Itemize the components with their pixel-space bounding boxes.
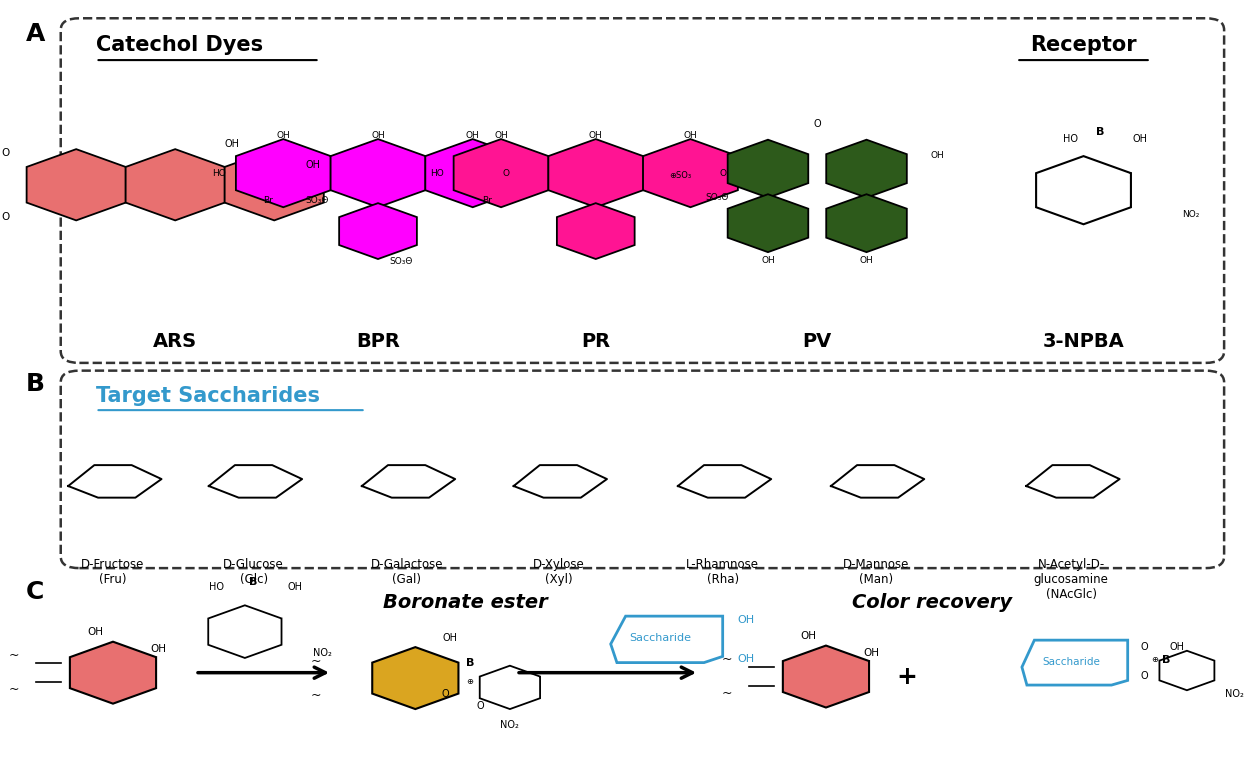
Text: OH: OH (1170, 642, 1185, 652)
Text: OH: OH (225, 139, 240, 149)
Text: B: B (465, 658, 474, 668)
Text: Saccharide: Saccharide (629, 633, 692, 643)
Polygon shape (26, 149, 126, 221)
Text: NO₂: NO₂ (1225, 690, 1244, 699)
Text: O: O (720, 168, 727, 178)
Text: ~: ~ (311, 689, 321, 702)
Text: HO: HO (1063, 134, 1078, 144)
Text: BPR: BPR (356, 332, 400, 351)
Text: Br: Br (483, 196, 492, 205)
Polygon shape (126, 149, 225, 221)
Text: B: B (1161, 655, 1170, 665)
Polygon shape (548, 139, 643, 207)
Polygon shape (782, 646, 869, 707)
Text: OH: OH (1132, 134, 1147, 144)
Text: OH: OH (800, 631, 816, 641)
Polygon shape (827, 140, 907, 197)
Text: Receptor: Receptor (1030, 35, 1137, 55)
Text: Br: Br (264, 196, 273, 205)
Polygon shape (727, 140, 809, 197)
Polygon shape (237, 139, 331, 207)
Text: OH: OH (737, 615, 755, 625)
Text: OH: OH (859, 256, 873, 265)
Text: ⊕SO₃: ⊕SO₃ (669, 171, 692, 180)
Text: O: O (1141, 671, 1149, 681)
Text: A: A (26, 22, 45, 46)
Text: SO₃Θ: SO₃Θ (306, 197, 330, 205)
Text: PV: PV (803, 332, 832, 351)
Text: OH: OH (589, 131, 603, 140)
Text: ARS: ARS (153, 332, 198, 351)
Text: OH: OH (443, 633, 458, 643)
Text: OH: OH (287, 582, 302, 592)
Text: ~: ~ (721, 687, 732, 700)
Text: O: O (1, 147, 10, 158)
Text: B: B (249, 576, 258, 587)
Text: ⊕: ⊕ (1151, 655, 1159, 665)
Text: SO₃Θ: SO₃Θ (389, 257, 413, 266)
Text: O: O (442, 689, 449, 699)
Text: O: O (502, 168, 509, 178)
Text: D-Glucose
(Glc): D-Glucose (Glc) (223, 558, 284, 586)
Text: HO: HO (213, 168, 226, 178)
Text: OH: OH (761, 256, 775, 265)
Text: D-Mannose
(Man): D-Mannose (Man) (843, 558, 910, 586)
Text: NO₂: NO₂ (1183, 210, 1199, 218)
Polygon shape (340, 203, 416, 259)
Text: O: O (1141, 642, 1149, 652)
Text: Catechol Dyes: Catechol Dyes (96, 35, 263, 55)
Text: HO: HO (209, 582, 224, 592)
Text: OH: OH (737, 654, 755, 664)
Text: O: O (814, 119, 821, 129)
Text: L-Rhamnose
(Rha): L-Rhamnose (Rha) (686, 558, 759, 586)
Polygon shape (70, 642, 156, 704)
Polygon shape (372, 647, 458, 709)
Text: ~: ~ (9, 683, 19, 697)
Polygon shape (643, 139, 738, 207)
Text: Target Saccharides: Target Saccharides (96, 386, 320, 406)
Polygon shape (331, 139, 425, 207)
Text: Saccharide: Saccharide (1042, 657, 1099, 667)
Polygon shape (454, 139, 548, 207)
Text: OH: OH (465, 131, 479, 140)
Text: C: C (26, 580, 44, 604)
Text: D-Xylose
(Xyl): D-Xylose (Xyl) (532, 558, 584, 586)
Text: ~: ~ (9, 649, 19, 662)
Text: Color recovery: Color recovery (852, 593, 1011, 612)
Text: Boronate ester: Boronate ester (382, 593, 547, 612)
Polygon shape (827, 194, 907, 252)
Text: OH: OH (931, 151, 945, 160)
Text: NO₂: NO₂ (501, 720, 520, 729)
Text: OH: OH (683, 131, 697, 140)
Polygon shape (425, 139, 520, 207)
Text: PR: PR (581, 332, 610, 351)
Text: N-Acetyl-D-
glucosamine
(NAcGlc): N-Acetyl-D- glucosamine (NAcGlc) (1034, 558, 1108, 601)
Text: OH: OH (88, 627, 103, 637)
Polygon shape (225, 149, 323, 221)
Text: D-Fructose
(Fru): D-Fructose (Fru) (82, 558, 145, 586)
Text: O: O (1, 212, 10, 222)
Text: OH: OH (863, 648, 879, 658)
Text: OH: OH (494, 131, 508, 140)
Polygon shape (727, 194, 809, 252)
Text: B: B (26, 372, 45, 396)
Text: OH: OH (306, 160, 321, 170)
Text: OH: OH (150, 644, 166, 654)
Text: B: B (1096, 127, 1105, 137)
Text: ⊕: ⊕ (467, 677, 473, 686)
Text: +: + (897, 665, 917, 689)
Polygon shape (557, 203, 634, 259)
Text: 3-NPBA: 3-NPBA (1043, 332, 1125, 351)
Text: ~: ~ (311, 654, 321, 668)
Text: OH: OH (371, 131, 385, 140)
Text: D-Galactose
(Gal): D-Galactose (Gal) (370, 558, 443, 586)
Text: ~: ~ (721, 653, 732, 666)
Text: O: O (477, 701, 484, 711)
Text: SO₃Θ: SO₃Θ (706, 193, 728, 201)
Text: HO: HO (430, 168, 444, 178)
Text: NO₂: NO₂ (312, 647, 331, 658)
Text: OH: OH (277, 131, 291, 140)
